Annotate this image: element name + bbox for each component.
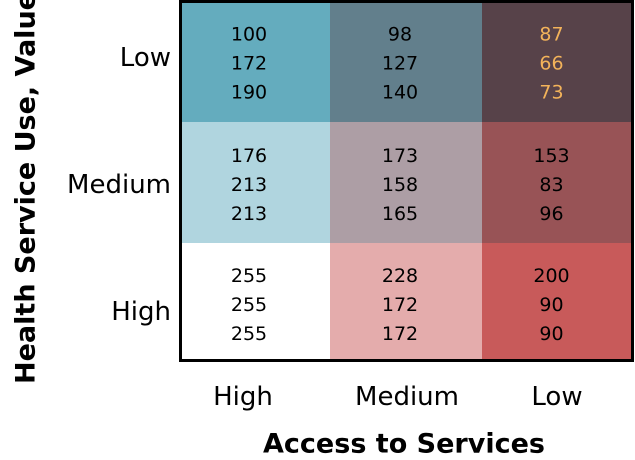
cell-value-label: 213: [231, 174, 267, 196]
x-tick-label: Low: [531, 382, 583, 412]
cell-value-label: 90: [539, 294, 563, 316]
y-tick-label: High: [111, 297, 171, 327]
cell-value-label: 228: [382, 265, 418, 287]
heatmap-cells: [180, 0, 633, 362]
cell-value-label: 255: [231, 294, 267, 316]
cell-value-label: 100: [231, 24, 267, 46]
cell-value-label: 73: [539, 82, 563, 104]
cell-value-label: 66: [539, 53, 563, 75]
cell-value-labels: 100 172 190 98 127 140 87 66 73 176 213 213 173 158 16…: [231, 24, 570, 346]
cell-value-label: 172: [382, 323, 418, 345]
heatmap-cell: [482, 243, 633, 362]
x-tick-label: High: [213, 382, 273, 412]
heatmap-cell: [330, 243, 482, 362]
cell-value-label: 83: [539, 174, 563, 196]
cell-value-label: 200: [533, 265, 569, 287]
x-tick-label: Medium: [355, 382, 459, 412]
heatmap-cell: [330, 122, 482, 243]
cell-value-label: 90: [539, 323, 563, 345]
cell-value-label: 190: [231, 82, 267, 104]
cell-value-label: 87: [539, 24, 563, 46]
x-axis-label: Access to Services: [263, 428, 545, 460]
plot-frame: [179, 0, 634, 362]
heatmap-cell: [330, 0, 482, 122]
y-tick-label: Medium: [67, 170, 171, 200]
cell-value-label: 165: [382, 203, 418, 225]
cell-value-label: 127: [382, 53, 418, 75]
heatmap-cell: [180, 122, 330, 243]
cell-value-label: 255: [231, 323, 267, 345]
cell-value-label: 140: [382, 82, 418, 104]
cell-value-label: 153: [533, 145, 569, 167]
cell-value-label: 98: [388, 24, 412, 46]
cell-value-label: 255: [231, 265, 267, 287]
cell-value-label: 172: [231, 53, 267, 75]
cell-value-label: 158: [382, 174, 418, 196]
heatmap-cell: [482, 0, 633, 122]
cell-value-label: 176: [231, 145, 267, 167]
heatmap-cell: [180, 0, 330, 122]
y-tick-label: Low: [119, 43, 171, 73]
cell-value-label: 213: [231, 203, 267, 225]
cell-value-label: 173: [382, 145, 418, 167]
cell-value-label: 172: [382, 294, 418, 316]
heatmap-cell: [482, 122, 633, 243]
cell-value-label: 96: [539, 203, 563, 225]
y-axis-label: Health Service Use, Value: [10, 0, 42, 384]
heatmap-cell: [180, 243, 330, 362]
